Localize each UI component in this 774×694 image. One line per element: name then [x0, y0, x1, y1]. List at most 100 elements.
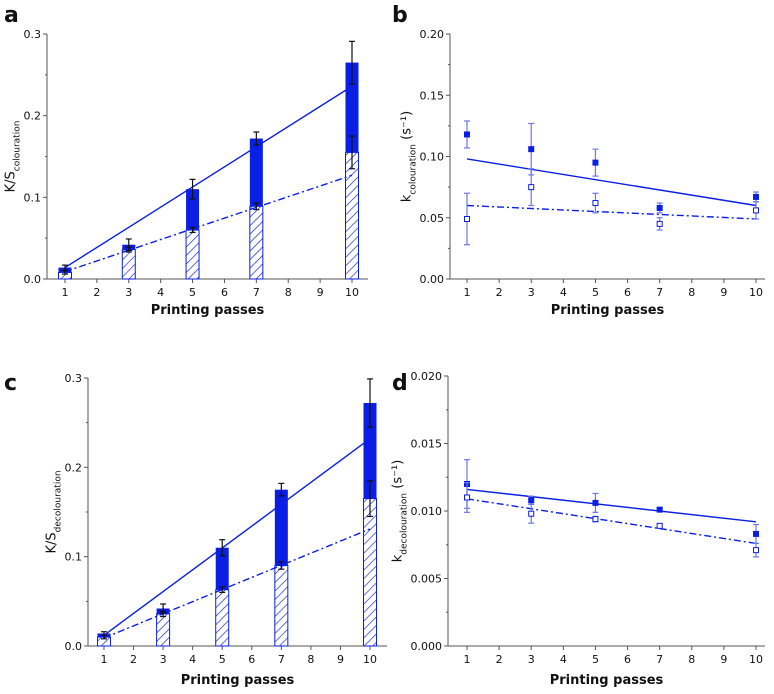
- bar-solid: [186, 189, 200, 230]
- x-tick-label: 4: [560, 653, 567, 666]
- y-axis-label: kdecolouration (s⁻¹): [391, 460, 410, 563]
- x-tick-label: 10: [345, 286, 359, 299]
- panel-label: d: [392, 371, 408, 396]
- data-point-open: [528, 184, 535, 191]
- fit-line-solid: [103, 438, 371, 636]
- x-tick-label: 6: [624, 653, 631, 666]
- data-point-filled: [528, 497, 535, 504]
- x-tick-label: 10: [749, 653, 763, 666]
- bar-solid: [363, 403, 377, 499]
- x-tick-label: 8: [285, 286, 292, 299]
- x-tick-label: 4: [157, 286, 164, 299]
- panel-d: d 1 2 3 4 5 6 7 8 9 10 0.000 0.005 0.010 0.015 0.020 Pri…: [391, 370, 765, 688]
- x-tick-label: 6: [624, 286, 631, 299]
- x-tick-label: 4: [560, 286, 567, 299]
- data-point-filled: [753, 530, 759, 537]
- x-tick-label: 7: [278, 653, 285, 666]
- data-point-open: [656, 522, 663, 529]
- x-tick-label: 5: [592, 286, 599, 299]
- bar-solid: [215, 547, 229, 590]
- x-tick-label: 5: [189, 286, 196, 299]
- fit-line-solid: [466, 488, 757, 523]
- y-tick-label: 0.020: [411, 370, 443, 383]
- y-tick-label: 0.005: [411, 573, 443, 586]
- bar-hatched: [215, 589, 230, 647]
- y-axis-label-unit: (s⁻¹): [400, 111, 415, 144]
- panel-a: a 1 2 3 4 5 6 7 8 9 10 0.0 0.1 0.2 0.3 Printing passes K…: [4, 3, 368, 318]
- y-axis-label: K/Scolouration: [4, 121, 23, 193]
- panel-label: a: [4, 3, 19, 28]
- x-tick-label: 5: [219, 653, 226, 666]
- x-tick-label: 2: [130, 653, 137, 666]
- bar-hatched: [345, 151, 359, 280]
- fit-line-solid: [466, 158, 757, 207]
- y-tick-label: 0.05: [420, 212, 445, 225]
- y-tick-label: 0.1: [24, 191, 42, 204]
- bar-solid: [274, 489, 288, 566]
- data-point-open: [464, 494, 470, 501]
- x-tick-label: 1: [464, 286, 471, 299]
- y-axis-label: K/Sdecolouration: [45, 470, 64, 553]
- y-axis-label-subscript: colouration: [13, 121, 23, 172]
- y-axis-label-unit: (s⁻¹): [391, 460, 406, 493]
- bar-hatched: [156, 613, 171, 647]
- panel-label: b: [392, 3, 408, 28]
- fit-line-dashdot: [64, 174, 353, 273]
- bar-hatched: [363, 498, 377, 647]
- fit-line-dashdot: [466, 204, 757, 220]
- x-tick-label: 6: [248, 653, 255, 666]
- x-tick-label: 2: [93, 286, 100, 299]
- fit-line-solid: [64, 85, 353, 269]
- x-tick-label: 1: [464, 653, 471, 666]
- x-tick-label: 8: [688, 653, 695, 666]
- data-point-open: [464, 215, 470, 222]
- x-tick-label: 5: [592, 653, 599, 666]
- bar-hatched: [274, 565, 289, 647]
- y-axis-label-subscript: decolouration: [400, 493, 410, 555]
- x-tick-label: 9: [720, 286, 727, 299]
- y-tick-label: 0.3: [24, 28, 42, 41]
- data-point-open: [753, 547, 759, 554]
- data-point-filled: [592, 499, 599, 506]
- x-tick-label: 10: [749, 286, 763, 299]
- x-tick-label: 7: [656, 286, 663, 299]
- x-tick-label: 8: [688, 286, 695, 299]
- data-point-filled: [592, 159, 599, 166]
- x-axis-label: Printing passes: [550, 673, 664, 688]
- y-tick-label: 0.1: [65, 551, 83, 564]
- x-tick-label: 3: [528, 286, 535, 299]
- x-tick-label: 3: [125, 286, 132, 299]
- data-point-filled: [464, 131, 470, 138]
- data-point-open: [656, 220, 663, 227]
- y-axis-label: kcolouration (s⁻¹): [400, 111, 419, 202]
- data-point-filled: [656, 204, 663, 211]
- bar-hatched: [249, 205, 264, 280]
- bar-hatched: [185, 229, 200, 280]
- y-tick-label: 0.2: [24, 110, 42, 123]
- data-point-filled: [753, 193, 759, 200]
- panel-b: b 1 2 3 4 5 6 7 8 9 10 0.00 0.05 0.10 0.15 0.20 Printing…: [392, 3, 765, 318]
- y-axis-label-subscript: decolouration: [54, 470, 64, 532]
- x-tick-label: 9: [317, 286, 324, 299]
- y-tick-label: 0.010: [411, 505, 443, 518]
- y-tick-label: 0.20: [420, 28, 445, 41]
- y-tick-label: 0.00: [420, 273, 445, 286]
- data-point-filled: [528, 146, 535, 153]
- panel-label: c: [4, 371, 17, 396]
- fit-line-dashdot: [103, 528, 371, 639]
- x-tick-label: 7: [253, 286, 260, 299]
- y-tick-label: 0.2: [65, 461, 83, 474]
- x-tick-label: 7: [656, 653, 663, 666]
- y-tick-label: 0.0: [24, 273, 42, 286]
- x-tick-label: 2: [496, 286, 503, 299]
- data-point-filled: [656, 506, 663, 513]
- panel-c: c 1 2 3 4 5 6 7 8 9 10 0.0 0.1 0.2 0.3 Printing passes K…: [4, 371, 387, 688]
- x-tick-label: 9: [337, 653, 344, 666]
- bar-hatched: [121, 249, 136, 280]
- x-tick-label: 9: [720, 653, 727, 666]
- x-tick-label: 1: [62, 286, 69, 299]
- x-axis-label: Printing passes: [551, 303, 665, 318]
- y-tick-label: 0.000: [411, 640, 443, 653]
- data-point-open: [592, 200, 599, 207]
